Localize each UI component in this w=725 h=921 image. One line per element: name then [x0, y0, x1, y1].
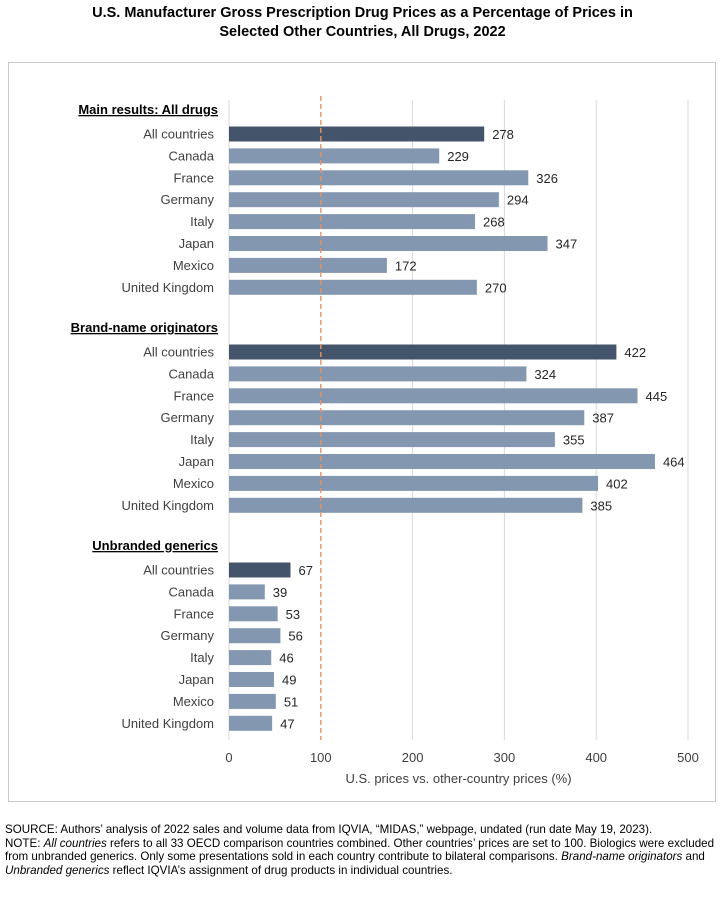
category-label: Canada	[168, 148, 214, 163]
category-label: Mexico	[173, 476, 214, 491]
category-label: United Kingdom	[122, 498, 215, 513]
bar	[229, 214, 476, 230]
note-prefix: NOTE:	[5, 836, 44, 850]
data-label: 355	[563, 433, 585, 448]
category-label: Germany	[161, 192, 215, 207]
data-label: 51	[284, 694, 298, 709]
bar	[229, 497, 583, 513]
bar	[229, 170, 529, 186]
note-text: NOTE: All countries refers to all 33 OEC…	[5, 837, 720, 878]
x-tick-label: 400	[585, 750, 607, 765]
bar	[229, 475, 599, 491]
bar	[229, 344, 617, 360]
bar	[229, 562, 291, 578]
bar	[229, 432, 555, 448]
data-label: 270	[485, 280, 507, 295]
category-label: Canada	[168, 366, 214, 381]
x-tick-label: 100	[310, 750, 332, 765]
group-heading: Unbranded generics	[92, 538, 218, 553]
source-note: SOURCE: Authors’ analysis of 2022 sales …	[5, 823, 653, 836]
data-label: 402	[606, 476, 628, 491]
category-label: France	[174, 170, 214, 185]
bar	[229, 454, 655, 469]
data-label: 347	[556, 237, 578, 252]
bar	[229, 148, 440, 164]
data-label: 387	[592, 411, 614, 426]
bar	[229, 257, 387, 273]
category-label: Italy	[190, 432, 214, 447]
data-label: 53	[286, 607, 300, 622]
bar	[229, 650, 272, 666]
category-label: Japan	[179, 236, 214, 251]
data-label: 464	[663, 455, 685, 470]
bar	[229, 126, 485, 142]
data-label: 56	[288, 629, 302, 644]
note-brand-name: Brand-name originators	[561, 850, 683, 864]
chart-title-line-1: U.S. Manufacturer Gross Prescription Dru…	[92, 5, 633, 21]
group-heading: Brand-name originators	[71, 320, 218, 335]
data-label: 445	[646, 389, 668, 404]
bar	[229, 366, 527, 382]
data-label: 49	[282, 673, 296, 688]
x-tick-label: 200	[402, 750, 424, 765]
category-label: Italy	[190, 650, 214, 665]
bar	[229, 606, 278, 622]
category-label: Mexico	[173, 694, 214, 709]
bar	[229, 584, 265, 600]
category-label: Canada	[168, 584, 214, 599]
category-label: All countries	[143, 345, 214, 360]
bar	[229, 715, 273, 731]
bar	[229, 192, 499, 208]
data-label: 294	[507, 193, 529, 208]
note-generics: Unbranded generics	[5, 863, 110, 877]
bar	[229, 693, 276, 709]
data-label: 39	[273, 585, 287, 600]
bar	[229, 388, 638, 404]
data-label: 268	[483, 215, 505, 230]
data-label: 324	[534, 367, 556, 382]
category-label: United Kingdom	[122, 280, 215, 295]
data-label: 47	[280, 716, 294, 731]
chart-notes: SOURCE: Authors’ analysis of 2022 sales …	[5, 823, 720, 877]
bar-chart: Main results: All drugs All countries 278 C…	[71, 96, 699, 786]
category-label: Italy	[190, 214, 214, 229]
data-label: 422	[624, 345, 646, 360]
data-label: 172	[395, 258, 417, 273]
category-label: Japan	[179, 672, 214, 687]
bar	[229, 410, 585, 426]
category-label: France	[174, 606, 214, 621]
chart-title-line-2: Selected Other Countries, All Drugs, 202…	[219, 24, 506, 40]
x-tick-label: 0	[225, 750, 232, 765]
group-heading: Main results: All drugs	[78, 102, 218, 117]
category-label: Germany	[161, 410, 215, 425]
data-label: 326	[536, 171, 558, 186]
data-label: 67	[299, 563, 313, 578]
chart-frame	[8, 62, 716, 802]
category-label: France	[174, 388, 214, 403]
category-label: All countries	[143, 563, 214, 578]
note-part-1: refers to all 33 OECD comparison countri…	[5, 836, 715, 864]
x-tick-label: 500	[677, 750, 699, 765]
category-label: United Kingdom	[122, 716, 215, 731]
category-label: All countries	[143, 127, 214, 142]
note-and: and	[682, 850, 705, 864]
bar	[229, 672, 274, 687]
x-tick-label: 300	[494, 750, 516, 765]
bar	[229, 236, 548, 251]
category-label: Germany	[161, 628, 215, 643]
category-label: Mexico	[173, 258, 214, 273]
data-label: 229	[447, 149, 469, 164]
x-axis-title: U.S. prices vs. other-country prices (%)	[345, 771, 571, 786]
data-label: 46	[279, 651, 293, 666]
bar	[229, 628, 281, 644]
data-label: 385	[590, 498, 612, 513]
note-part-2: reflect IQVIA’s assignment of drug produ…	[109, 863, 453, 877]
bar	[229, 279, 477, 295]
category-label: Japan	[179, 454, 214, 469]
note-all-countries: All countries	[43, 836, 107, 850]
data-label: 278	[492, 127, 514, 142]
